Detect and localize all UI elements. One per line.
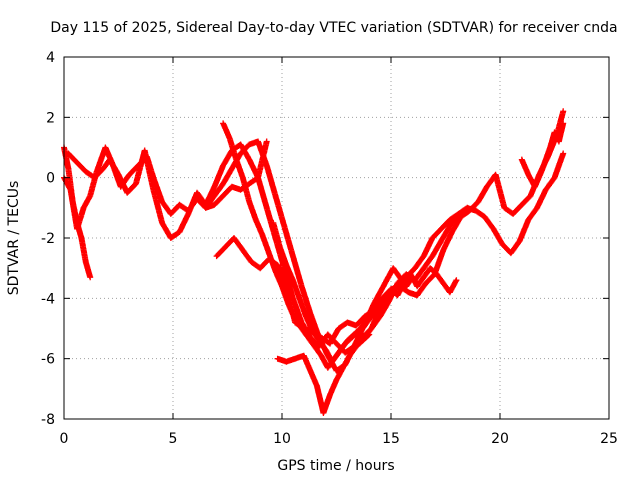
x-tick-label: 10 bbox=[273, 431, 291, 447]
data-series bbox=[518, 120, 567, 190]
x-tick-label: 15 bbox=[382, 431, 400, 447]
y-tick-label: 0 bbox=[46, 171, 55, 187]
y-tick-label: 2 bbox=[46, 110, 55, 126]
y-tick-labels: -8 -6 -4 -2 0 2 4 bbox=[41, 50, 55, 428]
plot-frame bbox=[63, 56, 610, 420]
x-tick-label: 5 bbox=[169, 431, 178, 447]
x-tick-label: 0 bbox=[60, 431, 69, 447]
y-tick-label: 4 bbox=[46, 50, 55, 66]
data-series bbox=[274, 331, 373, 416]
chart-title: Day 115 of 2025, Sidereal Day-to-day VTE… bbox=[50, 20, 617, 36]
x-axis-label: GPS time / hours bbox=[277, 458, 394, 474]
x-tick-labels: 0 5 10 15 20 25 bbox=[60, 431, 618, 447]
y-tick-label: -2 bbox=[41, 231, 55, 247]
x-tick-label: 20 bbox=[491, 431, 509, 447]
x-tick-label: 25 bbox=[600, 431, 618, 447]
y-axis-label: SDTVAR / TECUs bbox=[6, 181, 22, 296]
y-tick-label: -4 bbox=[41, 291, 55, 307]
y-tick-label: -6 bbox=[41, 352, 55, 368]
series-layer bbox=[61, 108, 567, 416]
y-tick-label: -8 bbox=[41, 412, 55, 428]
